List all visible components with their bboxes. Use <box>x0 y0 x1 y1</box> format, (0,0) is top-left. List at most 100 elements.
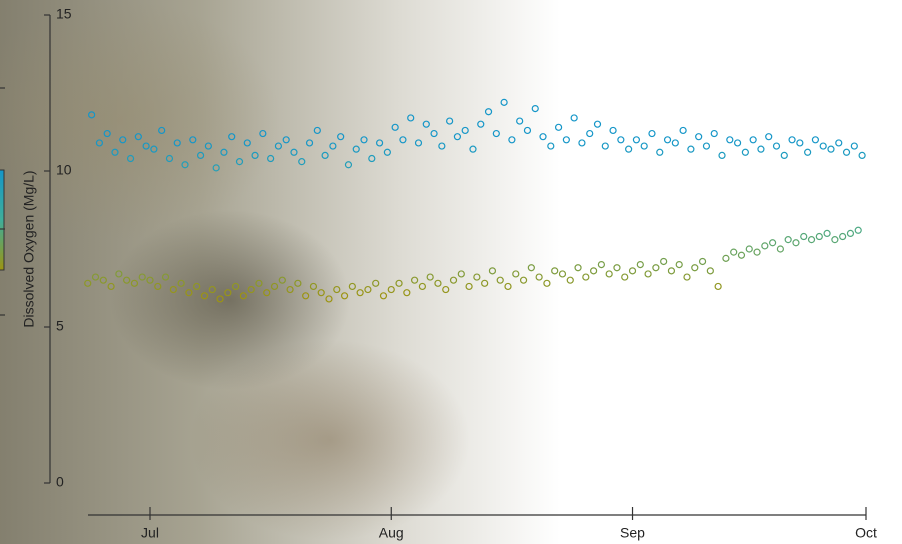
point <box>260 131 266 137</box>
point <box>458 271 464 277</box>
point <box>384 149 390 155</box>
point <box>307 140 313 146</box>
point <box>93 274 99 280</box>
point <box>186 290 192 296</box>
point <box>859 152 865 158</box>
point <box>213 165 219 171</box>
point <box>427 274 433 280</box>
point <box>462 127 468 133</box>
point <box>587 131 593 137</box>
point <box>805 149 811 155</box>
point <box>225 290 231 296</box>
point <box>812 137 818 143</box>
point <box>474 274 480 280</box>
point <box>412 277 418 283</box>
point <box>120 137 126 143</box>
point <box>147 277 153 283</box>
point <box>591 268 597 274</box>
point <box>416 140 422 146</box>
point <box>380 293 386 299</box>
chart: Dissolved Oxygen (Mg/L) 051015JulAugSepO… <box>0 0 902 544</box>
x-tick-label: Jul <box>141 525 159 541</box>
point <box>108 283 114 289</box>
point <box>283 137 289 143</box>
point <box>334 287 340 293</box>
point <box>252 152 258 158</box>
point <box>559 271 565 277</box>
point <box>470 146 476 152</box>
point <box>237 159 243 165</box>
point <box>789 137 795 143</box>
point <box>661 258 667 264</box>
point <box>618 137 624 143</box>
point <box>641 143 647 149</box>
point <box>291 149 297 155</box>
point <box>314 127 320 133</box>
point <box>614 265 620 271</box>
x-tick-label: Aug <box>379 525 404 541</box>
point <box>633 137 639 143</box>
point <box>131 280 137 286</box>
point <box>404 290 410 296</box>
point <box>816 234 822 240</box>
point <box>521 277 527 283</box>
point <box>524 127 530 133</box>
point <box>762 243 768 249</box>
point <box>240 293 246 299</box>
point <box>178 280 184 286</box>
point <box>847 230 853 236</box>
x-tick-label: Oct <box>855 525 877 541</box>
point <box>668 268 674 274</box>
point <box>96 140 102 146</box>
point <box>793 240 799 246</box>
point <box>703 143 709 149</box>
point <box>170 287 176 293</box>
point <box>723 255 729 261</box>
point <box>124 277 130 283</box>
point <box>602 143 608 149</box>
point <box>151 146 157 152</box>
point <box>536 274 542 280</box>
point <box>836 140 842 146</box>
point <box>201 293 207 299</box>
y-axis-label: Dissolved Oxygen (Mg/L) <box>21 170 37 327</box>
y-tick-label: 10 <box>56 162 72 178</box>
point <box>419 283 425 289</box>
point <box>299 159 305 165</box>
point <box>595 121 601 127</box>
point <box>575 265 581 271</box>
point <box>489 268 495 274</box>
point <box>116 271 122 277</box>
point <box>844 149 850 155</box>
point <box>824 230 830 236</box>
point <box>692 265 698 271</box>
point <box>505 283 511 289</box>
point <box>244 140 250 146</box>
point <box>610 127 616 133</box>
point <box>447 118 453 124</box>
point <box>598 262 604 268</box>
point <box>645 271 651 277</box>
point <box>774 143 780 149</box>
point <box>820 143 826 149</box>
point <box>135 134 141 140</box>
point <box>443 287 449 293</box>
point <box>567 277 573 283</box>
point <box>777 246 783 252</box>
point <box>532 106 538 112</box>
point <box>583 274 589 280</box>
point <box>451 277 457 283</box>
point <box>143 143 149 149</box>
point <box>672 140 678 146</box>
point <box>832 237 838 243</box>
point <box>159 127 165 133</box>
point <box>435 280 441 286</box>
point <box>268 156 274 162</box>
point <box>766 134 772 140</box>
point <box>840 234 846 240</box>
point <box>738 252 744 258</box>
point <box>322 152 328 158</box>
point <box>707 268 713 274</box>
point <box>423 121 429 127</box>
point <box>711 131 717 137</box>
